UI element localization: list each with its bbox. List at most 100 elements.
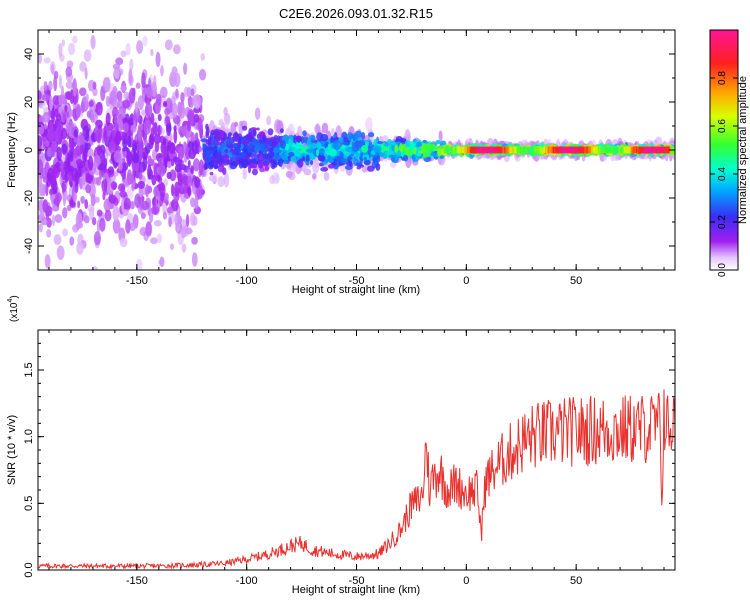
spectrogram-blob [79, 176, 84, 190]
spectrogram-band [585, 146, 588, 154]
spectrogram-blob [212, 140, 216, 146]
spectrogram-blob [49, 95, 53, 111]
spectrogram-band [656, 146, 660, 154]
spectrogram-band [555, 146, 558, 154]
spectrogram-blob [247, 149, 253, 154]
spectrogram-band [580, 146, 583, 154]
spectrogram-haze [149, 237, 158, 245]
spectrogram-blob [164, 107, 170, 116]
spectrogram-x-tick-label-4: 50 [570, 275, 582, 287]
spectrogram-band [506, 146, 509, 154]
spectrogram-blob [58, 94, 66, 105]
spectrogram-band [593, 146, 596, 154]
spectrogram-haze [311, 159, 320, 174]
spectrogram-blob [80, 195, 85, 204]
spectrogram-blob [117, 158, 124, 165]
spectrogram-haze [46, 229, 52, 238]
spectrogram-blob [150, 127, 155, 136]
spectrogram-haze [120, 50, 127, 58]
spectrogram-blob [416, 150, 422, 157]
spectrogram-blob [48, 133, 55, 143]
spectrogram-blob [43, 80, 48, 91]
spectrogram-blob [340, 158, 349, 164]
spectrogram-band [667, 146, 670, 154]
spectrogram-haze [66, 60, 74, 69]
spectrogram-blob [293, 148, 301, 157]
spectrogram-blob [102, 191, 106, 201]
spectrogram-haze [321, 122, 329, 134]
spectrogram-band [641, 146, 644, 154]
spectrogram-blob [38, 159, 44, 175]
spectrogram-band [463, 146, 466, 154]
spectrogram-blob [141, 72, 146, 88]
spectrogram-band [627, 146, 631, 154]
spectrogram-blob [103, 129, 108, 143]
spectrogram-blob [194, 195, 199, 210]
spectrogram-blob [142, 155, 148, 171]
spectrogram-blob [316, 132, 324, 141]
spectrogram-band [546, 146, 549, 154]
spectrogram-haze [58, 43, 63, 58]
spectrogram-band [629, 146, 632, 154]
spectrogram-blob [233, 134, 240, 142]
spectrogram-haze [238, 120, 244, 135]
spectrogram-haze [223, 172, 230, 188]
spectrogram-band [638, 146, 641, 154]
spectrogram-blob [104, 122, 112, 133]
spectrogram-band [664, 146, 667, 154]
spectrogram-blob [135, 82, 141, 89]
spectrogram-blob [111, 86, 118, 100]
spectrogram-haze [217, 176, 225, 188]
spectrogram-blob [66, 122, 70, 134]
spectrogram-blob [151, 205, 160, 215]
spectrogram-blob [98, 163, 107, 171]
spectrogram-blob [242, 139, 250, 145]
spectrogram-haze [211, 173, 218, 183]
svg-text:(x104): (x104) [7, 295, 20, 322]
spectrogram-blob [190, 88, 195, 97]
spectrogram-blob [262, 134, 267, 144]
spectrogram-blob [205, 123, 209, 131]
spectrogram-blob [133, 107, 141, 123]
colorbar-tick-label-1: 0.2 [717, 215, 728, 229]
spectrogram-band [490, 146, 494, 154]
spectrogram-blob [132, 142, 138, 154]
spectrogram-band [609, 146, 612, 154]
spectrogram-x-tick-label-3: 0 [463, 275, 469, 287]
spectrogram-blob [62, 207, 68, 219]
spectrogram-blob [258, 164, 264, 169]
spectrogram-band [477, 146, 480, 154]
spectrogram-haze [159, 86, 168, 98]
spectrogram-blob [140, 212, 146, 220]
spectrogram-haze [156, 233, 163, 244]
spectrogram-blob [41, 93, 50, 101]
spectrogram-band [522, 146, 525, 154]
spectrogram-blob [221, 167, 227, 175]
spectrogram-blob [53, 75, 58, 92]
spectrogram-blob [82, 125, 90, 141]
spectrogram-blob [168, 216, 172, 228]
snr-y-tick-label-3: 1.5 [23, 362, 35, 377]
spectrogram-blob [49, 122, 54, 137]
spectrogram-blob [84, 67, 88, 80]
spectrogram-haze [169, 243, 175, 251]
spectrogram-blob [162, 211, 167, 220]
spectrogram-blob [114, 145, 122, 153]
spectrogram-blob [278, 158, 283, 167]
spectrogram-band [514, 146, 517, 154]
spectrogram-blob [237, 141, 242, 149]
spectrogram-blob [49, 174, 57, 190]
spectrogram-band [473, 146, 476, 154]
spectrogram-band [532, 146, 536, 154]
spectrogram-blob [375, 163, 381, 171]
spectrogram-blob [97, 108, 102, 116]
spectrogram-blob [170, 183, 175, 197]
spectrogram-haze [136, 40, 144, 54]
spectrogram-blob [207, 146, 214, 152]
spectrogram-x-label: Height of straight line (km) [292, 284, 420, 296]
colorbar-gradient [709, 29, 739, 271]
spectrogram-blob [92, 87, 98, 97]
spectrogram-blob [51, 107, 56, 123]
multiplier-base: (x10 [9, 302, 20, 322]
spectrogram-haze [315, 123, 321, 135]
